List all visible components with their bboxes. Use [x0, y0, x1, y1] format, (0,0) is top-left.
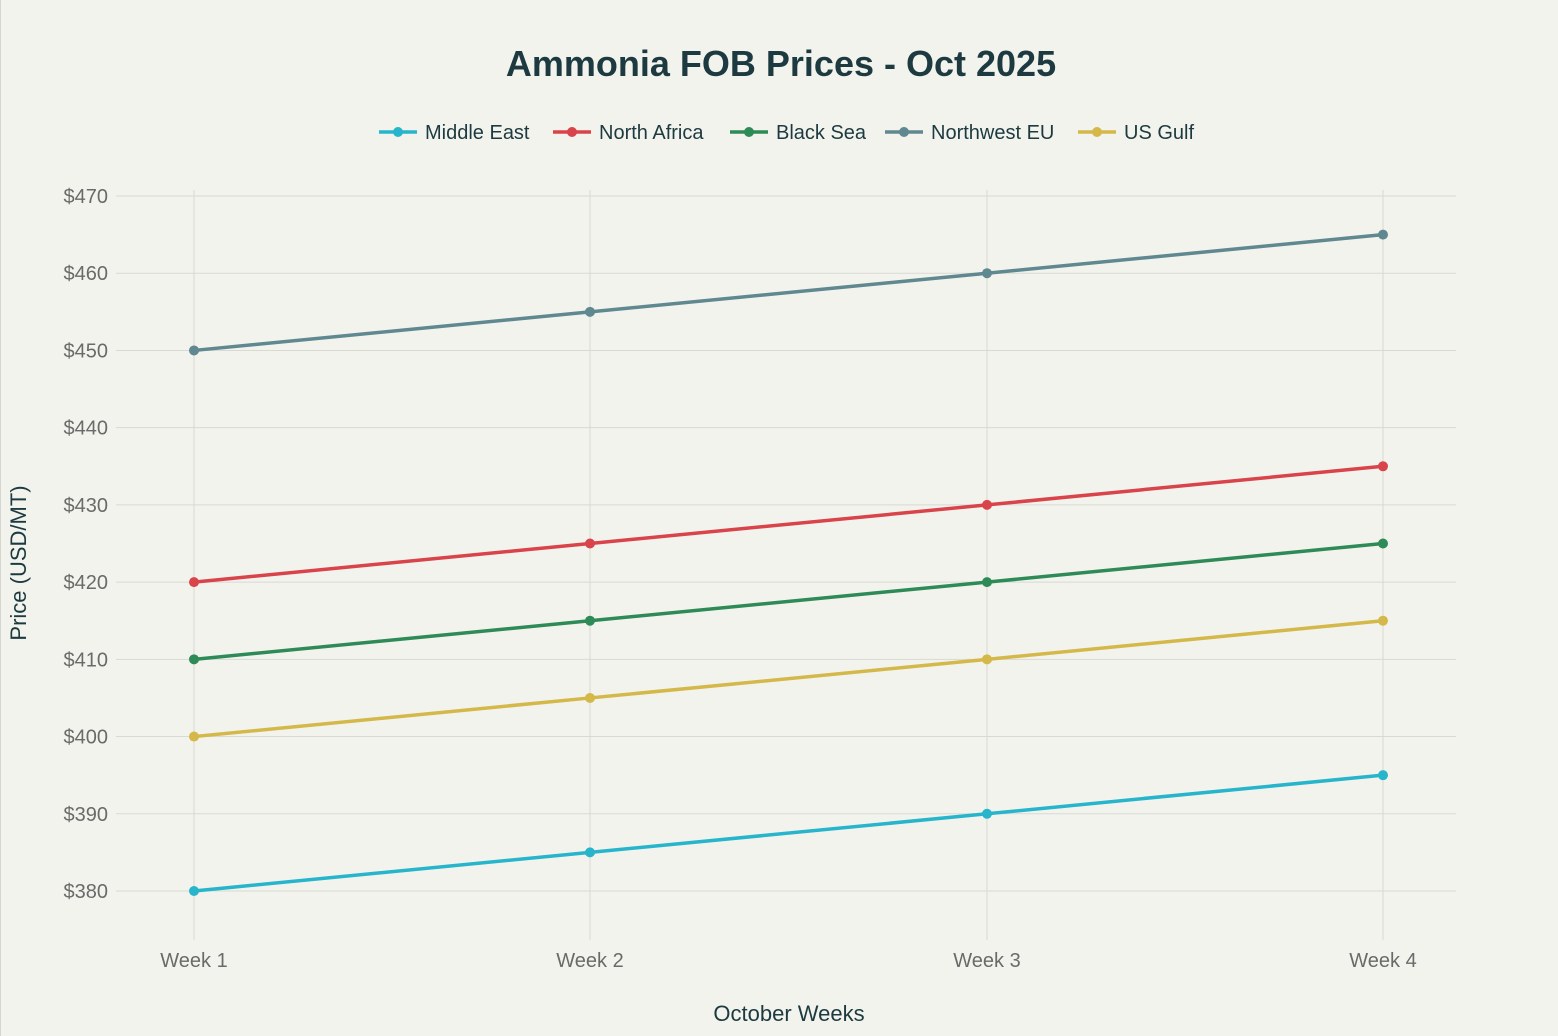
y-tick-label: $410	[64, 649, 109, 671]
y-axis-title: Price (USD/MT)	[6, 485, 31, 640]
series-line	[192, 464, 1385, 584]
data-point[interactable]	[1378, 615, 1388, 626]
y-tick-label: $470	[64, 186, 109, 208]
legend-item[interactable]: North Africa	[553, 122, 704, 144]
legend-marker	[744, 127, 754, 137]
data-point[interactable]	[1378, 770, 1388, 781]
series-line	[192, 773, 1385, 893]
legend-marker	[1092, 127, 1102, 137]
series-middle-east	[189, 770, 1388, 896]
data-point[interactable]	[1378, 538, 1388, 549]
y-tick-label: $420	[64, 572, 109, 594]
x-axis-ticks: Week 1 Week 2 Week 3 Week 4	[160, 950, 1416, 972]
legend-label: Middle East	[425, 122, 530, 144]
data-point[interactable]	[585, 692, 595, 703]
data-point[interactable]	[585, 538, 595, 549]
legend-label: Northwest EU	[931, 122, 1054, 144]
legend-marker	[899, 127, 909, 137]
y-tick-label: $400	[64, 727, 109, 749]
series-line	[192, 541, 1385, 662]
y-tick-label: $460	[64, 263, 109, 285]
data-point[interactable]	[1378, 461, 1388, 472]
data-point[interactable]	[189, 654, 199, 665]
series-group	[189, 229, 1388, 896]
legend-label: US Gulf	[1124, 122, 1194, 144]
legend-marker	[393, 127, 403, 137]
y-tick-label: $450	[64, 340, 109, 362]
y-tick-label: $430	[64, 495, 109, 517]
grid	[116, 190, 1456, 940]
data-point[interactable]	[1378, 229, 1388, 240]
data-point[interactable]	[189, 731, 199, 742]
data-point[interactable]	[585, 306, 595, 317]
legend-item[interactable]: Northwest EU	[885, 122, 1054, 144]
legend-marker	[567, 127, 577, 137]
series-north-africa	[189, 461, 1388, 588]
data-point[interactable]	[982, 499, 992, 510]
series-line	[192, 232, 1385, 353]
series-black-sea	[189, 538, 1388, 665]
y-tick-label: $440	[64, 418, 109, 440]
series-us-gulf	[189, 615, 1388, 742]
data-point[interactable]	[982, 654, 992, 665]
legend-item[interactable]: US Gulf	[1078, 122, 1194, 144]
x-axis-title: October Weeks	[713, 1001, 864, 1026]
chart-title: Ammonia FOB Prices - Oct 2025	[506, 43, 1056, 84]
x-tick-label: Week 4	[1349, 950, 1416, 972]
data-point[interactable]	[189, 886, 199, 896]
y-tick-label: $390	[64, 804, 109, 826]
data-point[interactable]	[585, 847, 595, 858]
data-point[interactable]	[189, 345, 199, 356]
legend-label: North Africa	[599, 122, 704, 144]
legend-label: Black Sea	[776, 122, 867, 144]
legend-item[interactable]: Middle East	[379, 122, 530, 144]
data-point[interactable]	[982, 577, 992, 588]
legend: Middle East North Africa Black Sea Northwes…	[379, 122, 1194, 144]
data-point[interactable]	[189, 577, 199, 588]
x-tick-label: Week 1	[160, 950, 227, 972]
y-tick-label: $380	[64, 881, 109, 903]
x-tick-label: Week 2	[556, 950, 623, 972]
x-tick-label: Week 3	[953, 950, 1020, 972]
data-point[interactable]	[585, 615, 595, 626]
y-axis-ticks: $380 $390 $400 $410 $420 $430 $440 $450 $460 $470	[64, 186, 109, 903]
series-line	[192, 618, 1385, 739]
data-point[interactable]	[982, 268, 992, 279]
legend-item[interactable]: Black Sea	[730, 122, 867, 144]
data-point[interactable]	[982, 808, 992, 819]
series-northwest-eu	[189, 229, 1388, 356]
